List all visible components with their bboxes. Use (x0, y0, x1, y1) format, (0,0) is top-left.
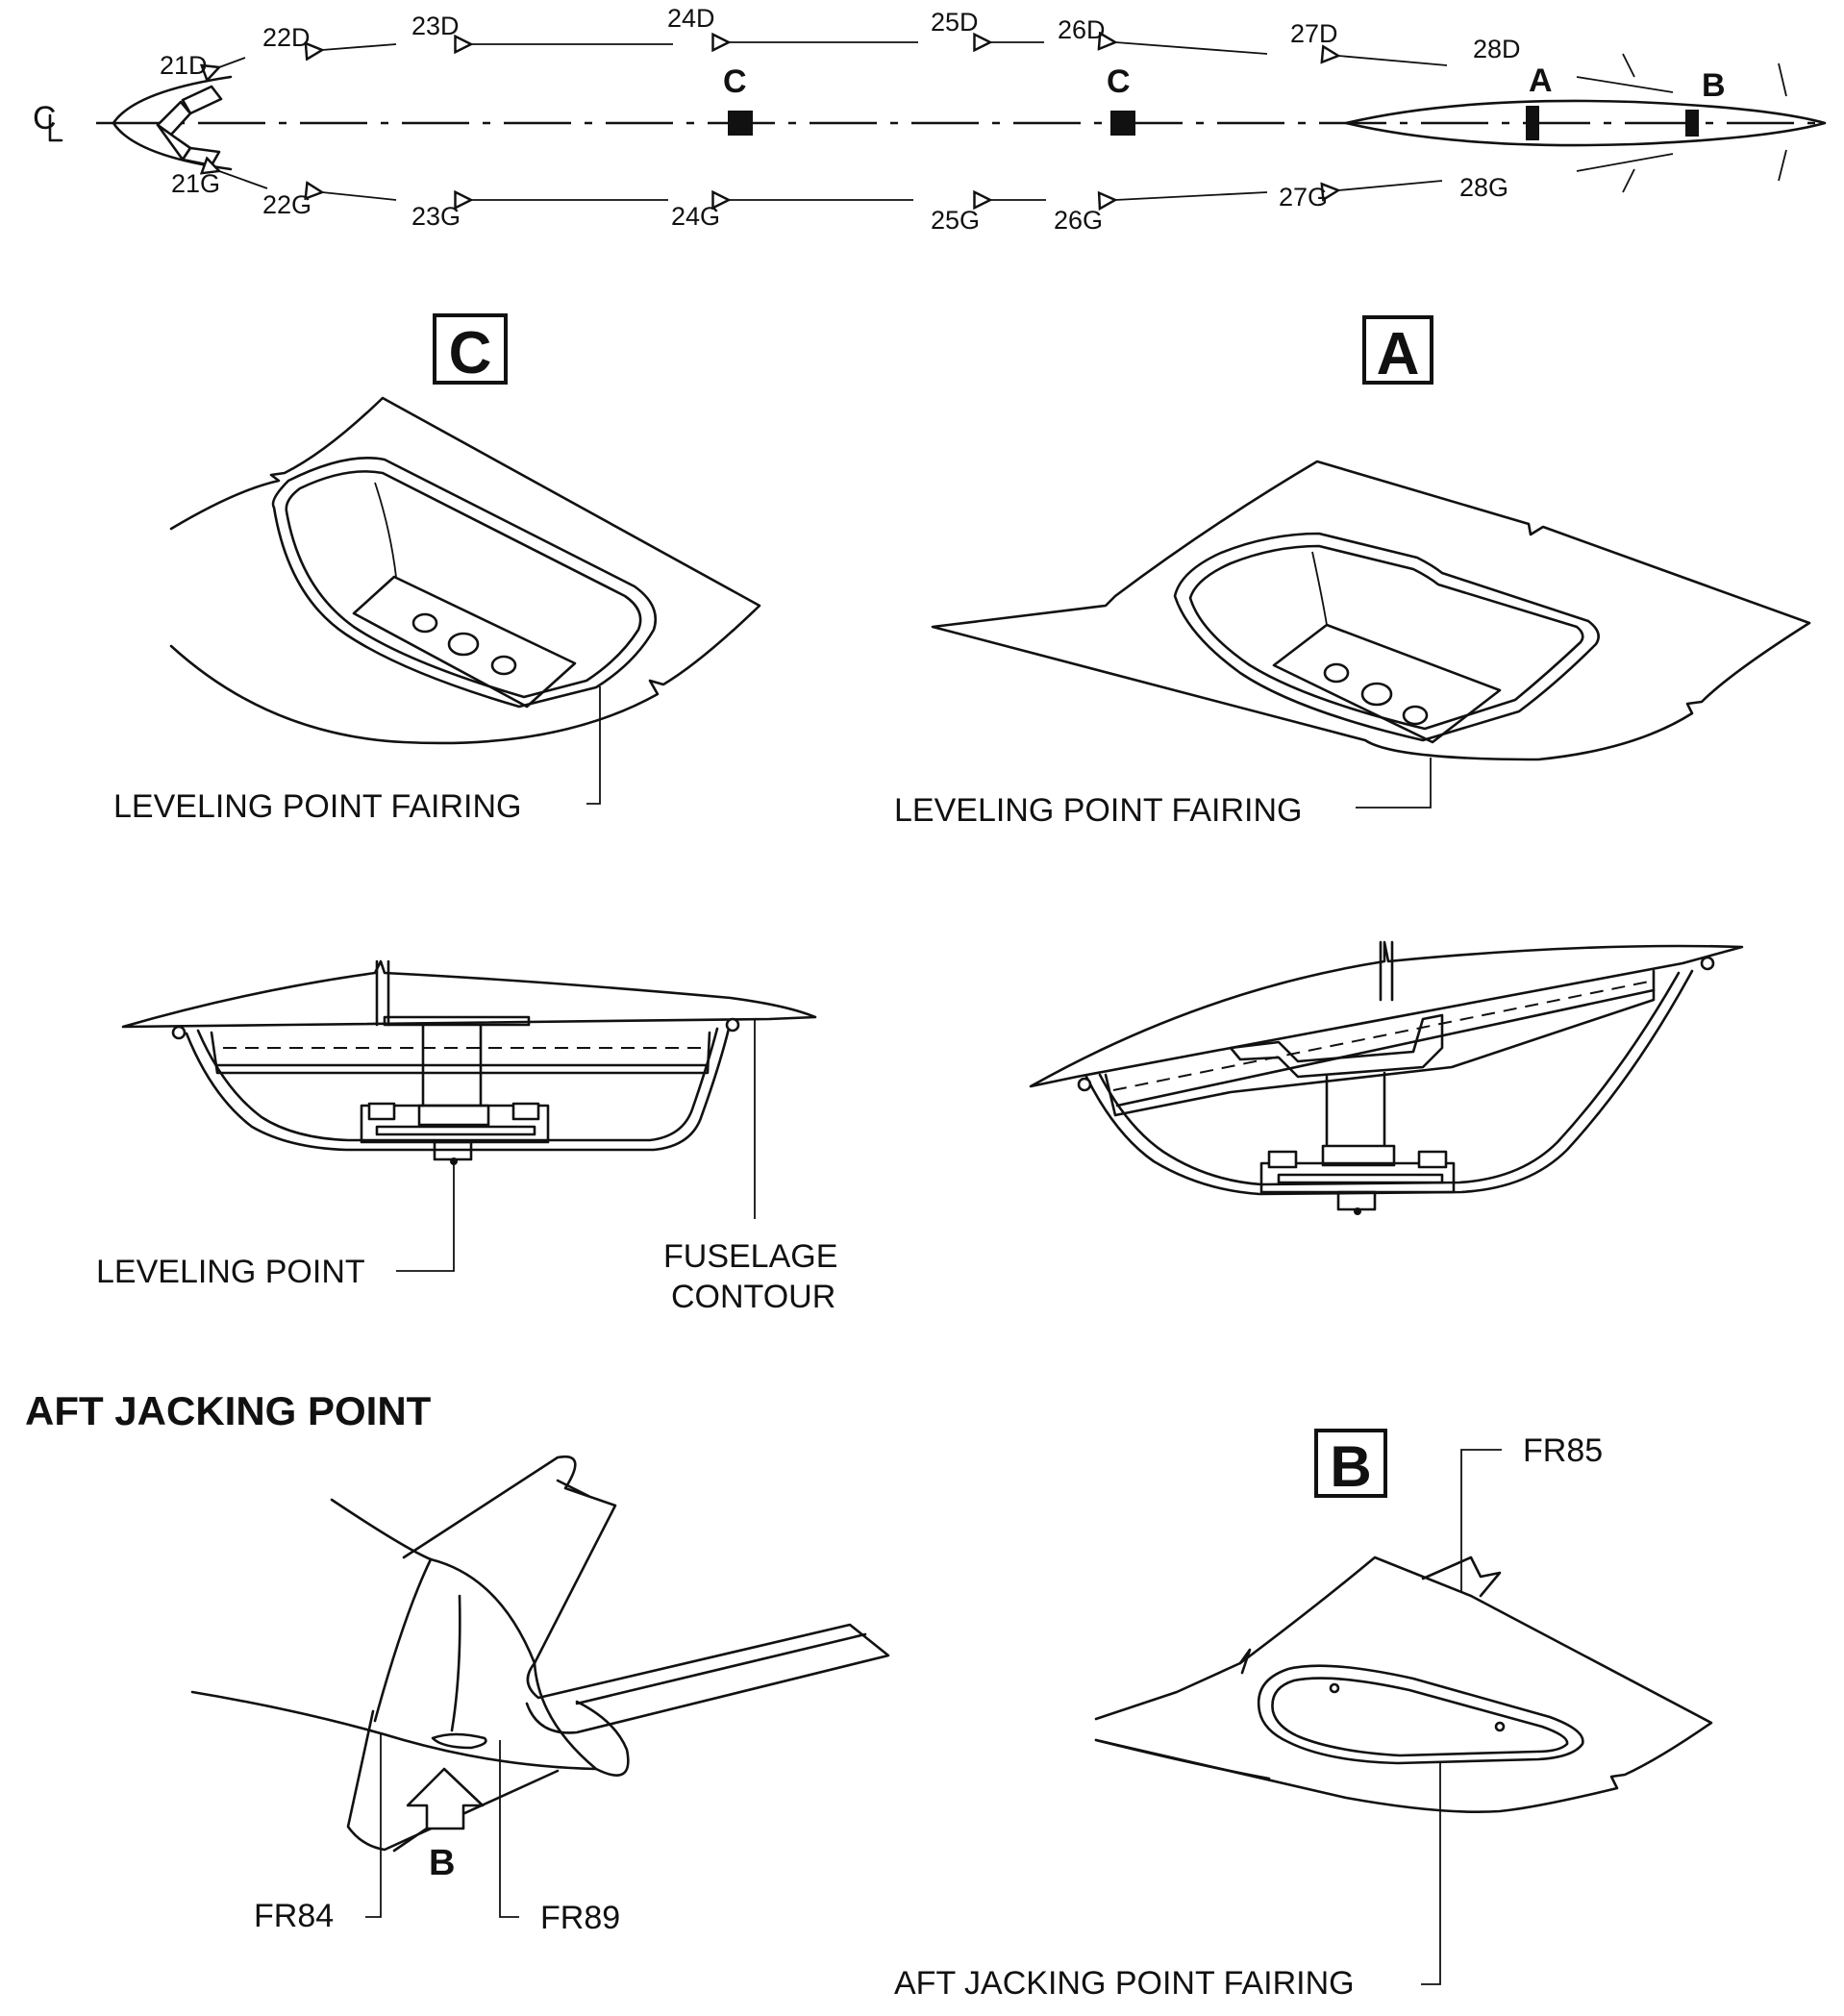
frame-label: 28G (1459, 173, 1508, 202)
marker-c1-label: C (723, 63, 747, 100)
fr84-label: FR84 (254, 1898, 334, 1934)
centerline-symbol: C (33, 100, 57, 137)
aft-jacking-view: B FR84 FR89 (190, 1455, 890, 1936)
marker-c2-label: C (1107, 63, 1131, 100)
view-c-fairing-label: LEVELING POINT FAIRING (113, 788, 522, 825)
frame-label: 22G (262, 190, 311, 219)
aft-jacking-fairing-label: AFT JACKING POINT FAIRING (894, 1965, 1355, 2002)
frame-label: 28D (1473, 35, 1521, 63)
section-c-leveling-point: LEVELING POINT FUSELAGE CONTOUR (96, 959, 837, 1315)
tail-outline (1344, 53, 1827, 193)
fuselage-contour-label-1: FUSELAGE (663, 1238, 837, 1275)
view-a-fairing: LEVELING POINT FAIRING (894, 460, 1811, 829)
marker-c1 (728, 111, 753, 136)
marker-c2 (1110, 111, 1135, 136)
fuselage-contour-label-2: CONTOUR (671, 1279, 835, 1315)
frame-label: 21G (171, 169, 220, 198)
point-markers: C C A B (723, 62, 1726, 136)
aft-arrow-label: B (429, 1843, 455, 1883)
frame-label: 23D (411, 12, 460, 40)
frame-label: 24G (671, 202, 720, 231)
view-title-b: B (1314, 1429, 1387, 1499)
marker-a-label: A (1529, 62, 1553, 99)
leveling-point-label: LEVELING POINT (96, 1254, 365, 1290)
frame-label: 26G (1054, 206, 1103, 235)
frame-label: 26D (1058, 15, 1106, 44)
svg-text:B: B (1330, 1434, 1371, 1499)
svg-text:C: C (449, 320, 492, 386)
svg-text:A: A (1377, 321, 1420, 387)
frame-arrows-top (219, 42, 1674, 93)
frame-labels-bottom: 21G 22G 23G 24G 25G 26G 27G 28G (171, 169, 1508, 235)
fr89-label: FR89 (540, 1900, 620, 1936)
section-a-leveling-point (1029, 940, 1744, 1215)
aft-jacking-heading: AFT JACKING POINT (25, 1388, 432, 1433)
plan-view: C (33, 4, 1827, 235)
view-title-c: C (433, 313, 508, 386)
frame-label: 24D (667, 4, 715, 33)
frame-label: 25D (931, 8, 979, 37)
fr85-label: FR85 (1523, 1432, 1603, 1469)
frame-label: 23G (411, 202, 461, 231)
view-a-fairing-label: LEVELING POINT FAIRING (894, 792, 1303, 829)
frame-labels-top: 21D 22D 23D 24D 25D 26D 27D 28D (160, 4, 1521, 80)
frame-arrows-bottom (219, 153, 1674, 200)
frame-label: 25G (931, 206, 980, 235)
view-b-fairing: FR85 AFT JACKING POINT FAIRING (894, 1432, 1713, 2002)
view-c-fairing: LEVELING POINT FAIRING (113, 396, 761, 825)
frame-label: 27G (1279, 183, 1328, 212)
marker-b-label: B (1702, 67, 1726, 104)
frame-label: 21D (160, 51, 208, 80)
view-title-a: A (1362, 315, 1433, 387)
frame-label: 22D (262, 23, 311, 52)
frame-label: 27D (1290, 19, 1338, 48)
